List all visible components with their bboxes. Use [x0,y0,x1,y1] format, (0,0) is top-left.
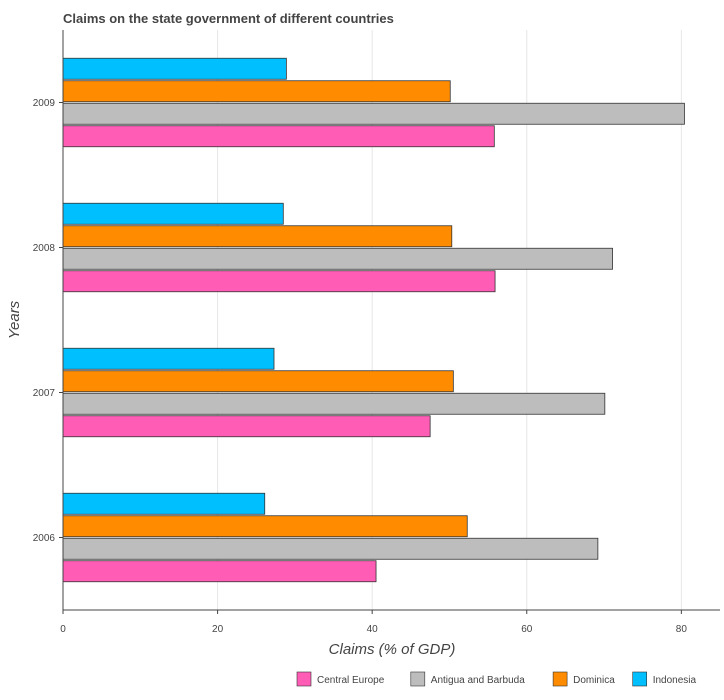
bar [62,80,451,103]
x-tick-label: 80 [676,624,688,635]
bar [62,537,599,560]
y-axis-label: Years [6,300,23,339]
bar [62,515,468,538]
legend-swatch [296,671,312,687]
bar [62,125,495,148]
bar [62,270,496,293]
bar [62,560,377,583]
y-tick-label: 2008 [33,243,56,254]
x-tick-label: 40 [367,624,379,635]
x-tick-label: 20 [212,624,224,635]
legend-label: Antigua and Barbuda [431,675,525,686]
x-tick-label: 0 [60,624,66,635]
bar [62,247,613,270]
y-tick-label: 2006 [33,533,56,544]
y-tick-labels: 2009 2008 2007 2006 [33,98,63,544]
y-tick-label: 2007 [33,388,56,399]
bar [62,102,685,125]
bar [62,370,454,393]
legend-swatch [552,671,568,687]
bar [62,202,284,225]
y-tick-label: 2009 [33,98,56,109]
bars [62,57,685,583]
bar [62,392,606,415]
legend: Central Europe Antigua and Barbuda Dominic… [296,671,697,687]
legend-label: Central Europe [317,675,385,686]
axes [62,30,720,611]
x-tick-label: 60 [521,624,533,635]
legend-label: Dominica [573,675,615,686]
legend-swatch [632,671,648,687]
chart-title: Claims on the state government of differ… [63,11,394,26]
x-tick-labels: 0 20 40 60 80 [60,610,687,635]
legend-label: Indonesia [653,675,697,686]
bar [62,347,275,370]
bar [62,415,431,438]
bar [62,492,266,515]
bar [62,57,287,80]
x-axis-label: Claims (% of GDP) [329,641,456,658]
bar [62,225,453,248]
legend-swatch [410,671,426,687]
